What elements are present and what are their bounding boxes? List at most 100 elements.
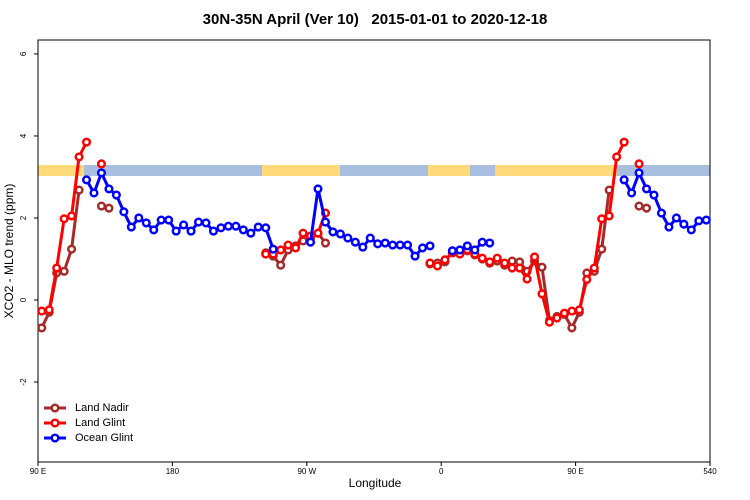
plot-frame bbox=[37, 39, 711, 463]
data-point bbox=[276, 260, 286, 270]
data-point bbox=[679, 219, 689, 229]
data-point bbox=[388, 240, 398, 250]
data-point bbox=[261, 249, 271, 259]
data-point bbox=[149, 225, 159, 235]
data-point bbox=[74, 152, 84, 162]
data-point bbox=[44, 305, 54, 315]
data-point bbox=[544, 317, 555, 327]
data-point bbox=[231, 221, 241, 231]
y-tick-label: 4 bbox=[19, 133, 28, 138]
data-point bbox=[67, 211, 77, 221]
x-tick-label: 90 E bbox=[567, 467, 583, 476]
data-point bbox=[104, 184, 114, 194]
data-point bbox=[462, 241, 472, 251]
data-point bbox=[320, 217, 331, 227]
data-point bbox=[365, 233, 375, 243]
legend-label: Ocean Glint bbox=[75, 432, 133, 444]
data-point bbox=[216, 223, 226, 233]
data-point bbox=[335, 229, 345, 239]
y-tick-label: 2 bbox=[19, 215, 28, 220]
data-point bbox=[223, 221, 233, 231]
data-point bbox=[559, 308, 569, 318]
data-point bbox=[627, 188, 637, 198]
data-point bbox=[171, 226, 181, 236]
data-point bbox=[455, 245, 465, 255]
data-point bbox=[574, 305, 584, 315]
data-point bbox=[261, 223, 271, 233]
data-point bbox=[380, 238, 390, 248]
data-point bbox=[193, 217, 204, 227]
data-point bbox=[119, 207, 129, 217]
data-point bbox=[619, 137, 629, 147]
data-point bbox=[134, 213, 144, 223]
data-point bbox=[485, 238, 495, 248]
data-point bbox=[67, 244, 77, 254]
data-point bbox=[59, 266, 69, 276]
data-point bbox=[373, 239, 383, 249]
data-point bbox=[320, 238, 331, 248]
data-point bbox=[529, 252, 540, 262]
data-point bbox=[641, 184, 652, 194]
data-point bbox=[522, 274, 532, 284]
data-point bbox=[477, 237, 487, 247]
data-point bbox=[186, 226, 196, 236]
data-point bbox=[37, 323, 47, 333]
x-axis-label: Longitude bbox=[349, 476, 402, 490]
data-point bbox=[612, 152, 622, 162]
data-point bbox=[291, 243, 301, 253]
ocean-band bbox=[38, 165, 710, 176]
data-point bbox=[470, 245, 480, 255]
data-point bbox=[552, 313, 562, 323]
data-point bbox=[641, 203, 652, 213]
surface-band bbox=[38, 165, 710, 176]
data-point bbox=[634, 159, 644, 169]
x-tick-label: 90 E bbox=[30, 467, 46, 476]
data-point bbox=[74, 185, 84, 195]
data-point bbox=[253, 222, 263, 232]
data-point bbox=[328, 227, 338, 237]
data-point bbox=[343, 233, 353, 243]
data-point bbox=[395, 240, 405, 250]
data-point bbox=[537, 289, 547, 299]
data-point bbox=[276, 245, 286, 255]
data-point bbox=[201, 218, 211, 228]
data-point bbox=[447, 246, 457, 256]
data-point bbox=[664, 222, 674, 232]
x-tick-label: 180 bbox=[166, 467, 180, 476]
data-point bbox=[567, 323, 577, 333]
data-point bbox=[246, 228, 256, 238]
data-point bbox=[298, 228, 308, 238]
data-point bbox=[89, 188, 99, 198]
data-point bbox=[425, 241, 435, 251]
data-point bbox=[619, 175, 629, 185]
data-point bbox=[358, 242, 368, 252]
data-point bbox=[52, 263, 62, 273]
land-band bbox=[38, 165, 84, 176]
data-point bbox=[507, 256, 517, 266]
legend-marker bbox=[50, 418, 60, 428]
data-point bbox=[515, 263, 525, 273]
data-point bbox=[597, 244, 607, 254]
legend-marker bbox=[50, 403, 60, 413]
data-point bbox=[208, 226, 219, 236]
data-point bbox=[156, 215, 166, 225]
x-tick-label: 90 W bbox=[297, 467, 316, 476]
data-point bbox=[492, 253, 502, 263]
legend-label: Land Nadir bbox=[75, 402, 129, 414]
data-point bbox=[313, 184, 323, 194]
data-point bbox=[350, 237, 360, 247]
data-point bbox=[582, 274, 592, 285]
data-point bbox=[634, 168, 644, 178]
data-point bbox=[432, 261, 443, 271]
legend-marker bbox=[50, 433, 60, 443]
data-point bbox=[59, 214, 69, 224]
x-tick-label: 540 bbox=[703, 467, 717, 476]
land-band bbox=[262, 165, 340, 176]
data-point bbox=[313, 228, 323, 238]
data-point bbox=[597, 214, 607, 224]
data-point bbox=[507, 263, 517, 273]
data-point bbox=[96, 159, 107, 169]
data-point bbox=[701, 215, 711, 225]
